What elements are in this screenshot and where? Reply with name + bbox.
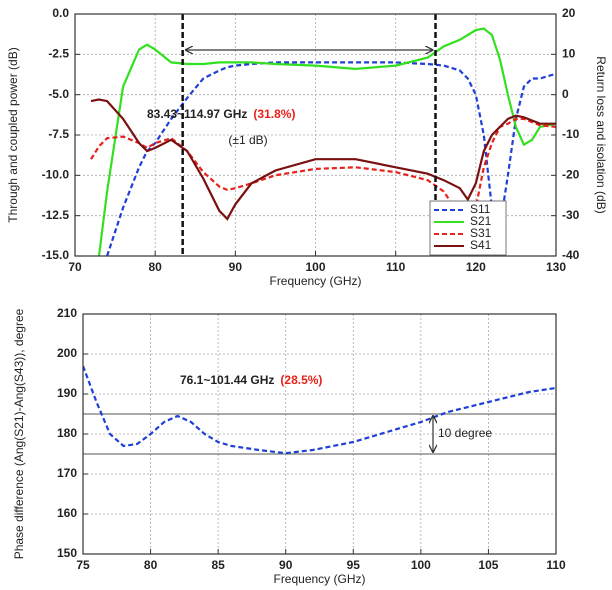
x-tick-label: 80	[144, 558, 158, 572]
annotation-note: (±1 dB)	[228, 133, 267, 147]
series-line	[106, 61, 556, 256]
x-tick-label: 90	[229, 260, 243, 274]
plot-frame	[82, 313, 557, 555]
y-axis-label: Through and coupled power (dB)	[6, 47, 20, 222]
y2-tick-label: 10	[562, 47, 576, 61]
x-tick-label: 130	[546, 260, 566, 274]
y2-tick-label: -30	[562, 208, 580, 222]
y-tick-label: 190	[57, 386, 77, 400]
y-tick-label: 150	[57, 546, 77, 560]
series-line	[90, 98, 556, 221]
y2-tick-label: -10	[562, 127, 580, 141]
y-tick-label: -5.0	[48, 87, 69, 101]
y2-tick-label: 20	[562, 6, 576, 20]
legend-label: S21	[470, 214, 492, 228]
series-line	[90, 117, 556, 244]
x-tick-label: 100	[305, 260, 325, 274]
annotation: 76.1~101.44 GHz	[180, 373, 274, 387]
y2-tick-label: -20	[562, 168, 580, 182]
legend-label: S41	[470, 238, 492, 252]
annotation-highlight: (28.5%)	[280, 373, 322, 387]
x-tick-label: 110	[386, 260, 406, 274]
x-tick-label: 75	[76, 558, 90, 572]
legend-label: S11	[470, 202, 491, 216]
x-tick-label: 120	[466, 260, 486, 274]
x-axis-label: Frequency (GHz)	[273, 572, 365, 586]
y-tick-label: 180	[57, 426, 77, 440]
x-tick-label: 95	[347, 558, 361, 572]
plot-frame	[74, 13, 557, 257]
y2-tick-label: -40	[562, 248, 580, 262]
y-tick-label: 210	[57, 306, 77, 320]
x-axis-label: Frequency (GHz)	[269, 274, 361, 288]
legend-label: S31	[470, 226, 492, 240]
y-tick-label: -2.5	[48, 47, 69, 61]
y-tick-label: -12.5	[42, 208, 70, 222]
x-tick-label: 70	[68, 260, 82, 274]
series-line	[97, 27, 556, 256]
y-tick-label: -15.0	[42, 248, 70, 262]
x-tick-label: 90	[279, 558, 293, 572]
y-tick-label: -7.5	[48, 127, 69, 141]
y2-tick-label: 0	[562, 87, 569, 101]
x-tick-label: 110	[546, 558, 566, 572]
y2-axis-label: Return loss and isolation (dB)	[594, 56, 608, 213]
y-tick-label: 200	[57, 346, 77, 360]
x-tick-label: 100	[411, 558, 431, 572]
range-label: 10 degree	[438, 426, 492, 440]
y-tick-label: 160	[57, 506, 77, 520]
y-tick-label: 0.0	[52, 6, 69, 20]
x-tick-label: 105	[478, 558, 498, 572]
annotation-highlight: (31.8%)	[253, 107, 295, 121]
x-tick-label: 80	[148, 260, 162, 274]
y-tick-label: 170	[57, 466, 77, 480]
y-axis-label: Phase difference (Ang(S21)-Ang(S43)), de…	[12, 308, 26, 559]
y-tick-label: -10.0	[42, 168, 70, 182]
x-tick-label: 85	[211, 558, 225, 572]
annotation: 83.43~114.97 GHz	[147, 107, 247, 121]
